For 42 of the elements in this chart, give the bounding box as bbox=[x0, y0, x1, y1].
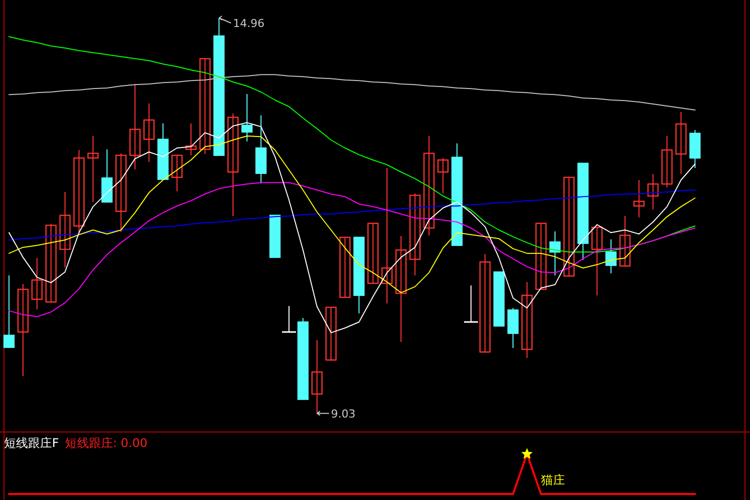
candlestick bbox=[367, 222, 379, 284]
candlestick bbox=[675, 112, 687, 174]
candlestick bbox=[479, 254, 491, 353]
candlestick bbox=[59, 192, 71, 268]
candlestick bbox=[171, 154, 183, 192]
candlestick bbox=[325, 306, 337, 361]
candlestick bbox=[115, 152, 127, 232]
candlestick bbox=[143, 102, 155, 162]
candlestick bbox=[507, 308, 519, 348]
candlestick bbox=[409, 192, 421, 276]
candlestick bbox=[129, 84, 141, 170]
candlestick bbox=[199, 58, 211, 154]
candlestick bbox=[17, 284, 29, 376]
candlestick bbox=[423, 136, 435, 236]
candlestick bbox=[647, 174, 659, 210]
candlestick bbox=[535, 222, 547, 290]
candlestick bbox=[619, 216, 631, 267]
candlestick bbox=[633, 180, 645, 218]
candlestick bbox=[241, 94, 253, 142]
candlestick bbox=[311, 340, 323, 414]
candlestick bbox=[87, 136, 99, 202]
candlestick bbox=[521, 282, 533, 358]
candlestick bbox=[339, 236, 351, 298]
candlestick bbox=[605, 238, 617, 274]
candlestick bbox=[381, 168, 393, 304]
candlestick bbox=[3, 274, 15, 348]
annotation: 14.96 bbox=[233, 17, 264, 30]
candlestick bbox=[101, 148, 113, 203]
candlestick bbox=[73, 150, 85, 234]
chart-title: 短线跟庄F bbox=[4, 436, 59, 450]
series-label: 猫庄 bbox=[541, 473, 565, 487]
candlestick bbox=[563, 176, 575, 277]
candlestick bbox=[45, 224, 57, 303]
candlestick bbox=[437, 158, 449, 194]
candlestick bbox=[661, 136, 673, 188]
candlestick bbox=[227, 112, 239, 216]
annotation: 9.03 bbox=[331, 407, 356, 420]
candlestick bbox=[591, 226, 603, 296]
candlestick bbox=[395, 236, 407, 342]
text: 短线跟庄: 0.00 bbox=[64, 436, 148, 450]
candlestick bbox=[31, 258, 43, 310]
candlestick bbox=[185, 122, 197, 156]
